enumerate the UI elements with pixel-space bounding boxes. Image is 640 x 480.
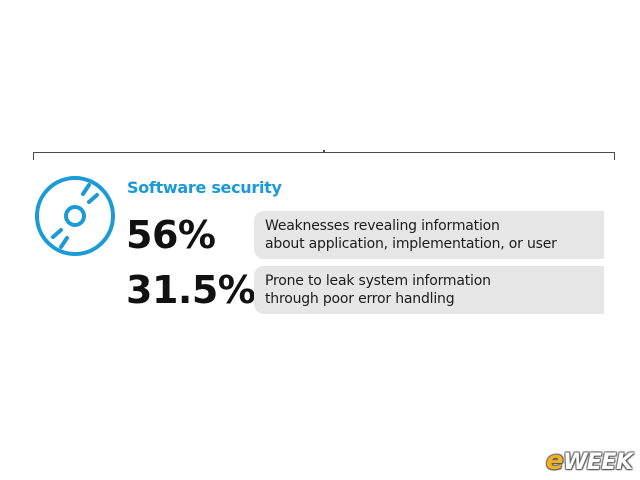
divider-left-tick	[33, 152, 34, 160]
stat-description-box: Prone to leak system information through…	[254, 266, 604, 314]
stat-description-line: about application, implementation, or us…	[265, 236, 557, 252]
logo-week-text: WEEK	[563, 450, 633, 475]
logo-e-glyph: e	[546, 446, 564, 476]
header-divider	[33, 152, 615, 153]
disc-icon	[35, 176, 115, 256]
stat-description-line: through poor error handling	[265, 291, 455, 307]
divider-right-tick	[614, 152, 615, 160]
stat-description-line: Weaknesses revealing information	[265, 218, 500, 234]
stat-value: 31.5%	[126, 268, 256, 312]
stat-description-line: Prone to leak system information	[265, 273, 491, 289]
stat-description-box: Weaknesses revealing information about a…	[254, 211, 604, 259]
eweek-logo: eWEEK	[546, 446, 633, 476]
stat-description: Prone to leak system information through…	[265, 272, 594, 308]
stat-description: Weaknesses revealing information about a…	[265, 217, 594, 253]
section-title: Software security	[127, 178, 282, 197]
stat-value: 56%	[126, 213, 216, 257]
divider-mid-mark	[323, 150, 325, 152]
